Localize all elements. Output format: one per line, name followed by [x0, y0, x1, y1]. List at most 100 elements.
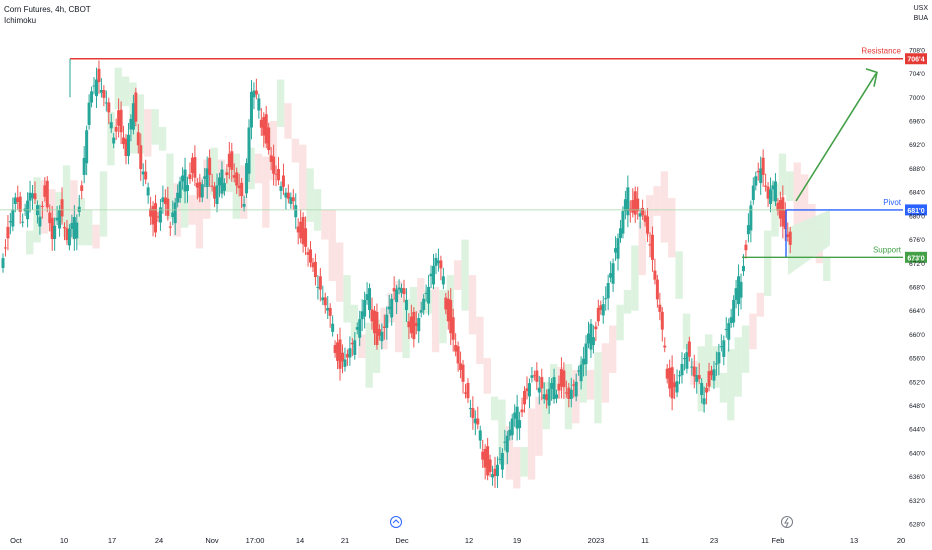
candle — [759, 156, 763, 195]
candle — [193, 145, 197, 186]
candle — [454, 333, 458, 357]
candle — [323, 292, 327, 314]
x-tick-label: 11 — [641, 536, 649, 545]
candle — [515, 394, 519, 441]
candle — [316, 275, 320, 300]
candle — [345, 349, 349, 366]
candle — [173, 197, 177, 235]
event-markers — [390, 516, 793, 528]
cloud-segment — [653, 186, 661, 216]
candle — [230, 142, 234, 182]
currency-label[interactable]: USX — [913, 5, 928, 12]
cloud-segment — [476, 316, 484, 365]
candle — [751, 177, 755, 205]
y-tick-label: 636'0 — [909, 474, 925, 481]
candle — [500, 448, 504, 478]
cloud-segment — [247, 147, 255, 190]
cloud-segment — [454, 260, 462, 290]
candle — [633, 186, 637, 223]
y-tick-label: 704'0 — [909, 71, 925, 78]
candle — [456, 341, 460, 372]
x-tick-label: 21 — [341, 536, 349, 545]
cloud-segment — [823, 257, 831, 282]
candle — [395, 284, 399, 315]
candle — [198, 173, 202, 203]
candle — [222, 178, 226, 196]
candle — [126, 122, 130, 165]
cloud-projection — [788, 209, 830, 276]
candle — [483, 444, 487, 480]
candle — [727, 318, 731, 352]
cloud-segment — [778, 153, 787, 196]
candle — [181, 167, 185, 190]
candle — [102, 85, 106, 107]
candle — [242, 195, 246, 212]
candle — [124, 134, 128, 165]
candle — [459, 351, 463, 379]
chart-legend: Corn Futures, 4h, CBOT Ichimoku — [4, 4, 91, 26]
candle — [609, 261, 613, 283]
candle — [631, 188, 635, 218]
candle — [402, 279, 406, 303]
cloud-segment — [40, 180, 49, 234]
candle — [45, 176, 49, 213]
candle — [333, 340, 337, 358]
candle — [87, 94, 91, 130]
candle — [618, 219, 622, 243]
candle — [419, 301, 423, 318]
candle — [788, 226, 792, 254]
candle — [764, 173, 768, 192]
candle — [390, 294, 394, 326]
candle — [653, 258, 657, 285]
candle — [663, 337, 667, 353]
candle — [85, 125, 89, 176]
candle — [532, 370, 536, 381]
cloud-segment — [77, 198, 86, 246]
candle — [43, 177, 47, 202]
candle — [31, 185, 35, 210]
candle — [786, 222, 790, 242]
candle — [510, 413, 514, 440]
candle — [564, 380, 568, 398]
indicator-label[interactable]: Ichimoku — [4, 16, 37, 25]
candle — [380, 323, 384, 350]
candle — [227, 141, 231, 180]
candle — [769, 177, 773, 213]
candle — [491, 465, 495, 486]
candle — [518, 411, 522, 440]
x-tick-label: 13 — [850, 536, 858, 545]
candle — [3, 239, 7, 257]
x-tick-label: 19 — [513, 536, 521, 545]
candle — [461, 359, 465, 394]
level-pivot: Pivot 681'0 — [785, 198, 927, 258]
candle — [756, 162, 760, 181]
cloud-segment — [786, 171, 794, 202]
candle — [60, 187, 64, 225]
y-tick-label: 680'0 — [909, 213, 925, 220]
candle — [225, 164, 229, 184]
candle — [343, 347, 347, 372]
x-tick-label: 2023 — [588, 536, 605, 545]
candle — [372, 305, 376, 346]
candle — [638, 208, 642, 229]
candle — [594, 321, 598, 342]
candle — [90, 86, 94, 108]
candle — [493, 456, 497, 488]
y-tick-label: 668'0 — [909, 284, 925, 291]
candle — [368, 283, 372, 319]
candle — [754, 171, 758, 191]
candle — [252, 82, 256, 110]
candle — [397, 279, 401, 295]
candle — [737, 264, 741, 317]
symbol-title[interactable]: Corn Futures, 4h, CBOT — [4, 5, 91, 14]
cloud-segment — [800, 174, 809, 234]
unit-label[interactable]: BUA — [913, 15, 928, 22]
cloud-segment — [85, 209, 93, 246]
candle — [648, 232, 652, 258]
candle — [523, 386, 527, 413]
candle — [267, 122, 271, 155]
candle — [557, 375, 561, 399]
candle — [247, 119, 251, 183]
candle — [141, 163, 145, 187]
